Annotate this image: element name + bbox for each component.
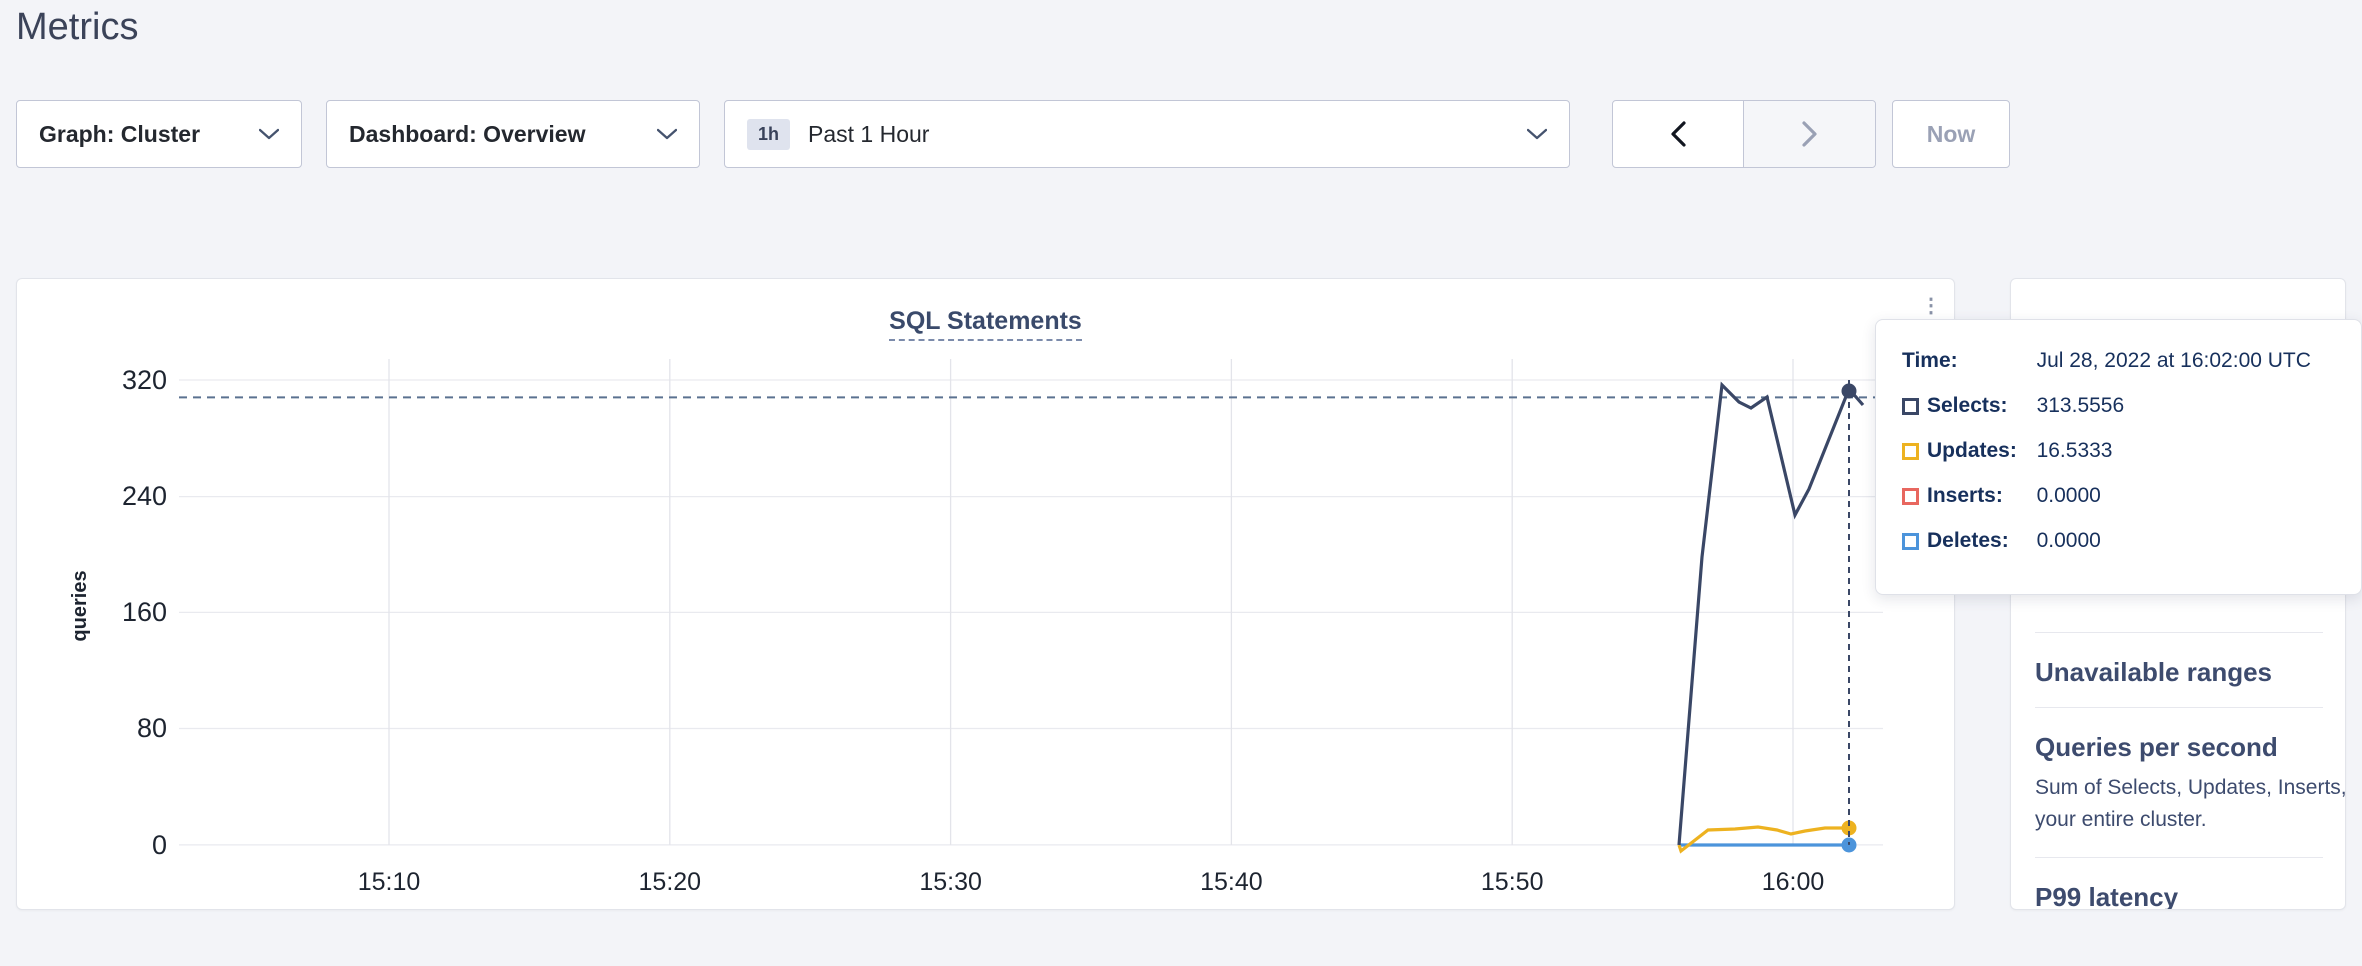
svg-text:240: 240 bbox=[122, 481, 167, 511]
svg-text:15:30: 15:30 bbox=[919, 868, 982, 896]
svg-text:15:50: 15:50 bbox=[1481, 868, 1544, 896]
svg-text:160: 160 bbox=[122, 597, 167, 627]
svg-text:320: 320 bbox=[122, 365, 167, 395]
svg-text:80: 80 bbox=[137, 713, 167, 743]
svg-text:15:20: 15:20 bbox=[639, 868, 702, 896]
svg-text:15:40: 15:40 bbox=[1200, 868, 1263, 896]
svg-text:15:10: 15:10 bbox=[358, 868, 421, 896]
svg-text:16:00: 16:00 bbox=[1762, 868, 1825, 896]
svg-text:0: 0 bbox=[152, 830, 167, 860]
